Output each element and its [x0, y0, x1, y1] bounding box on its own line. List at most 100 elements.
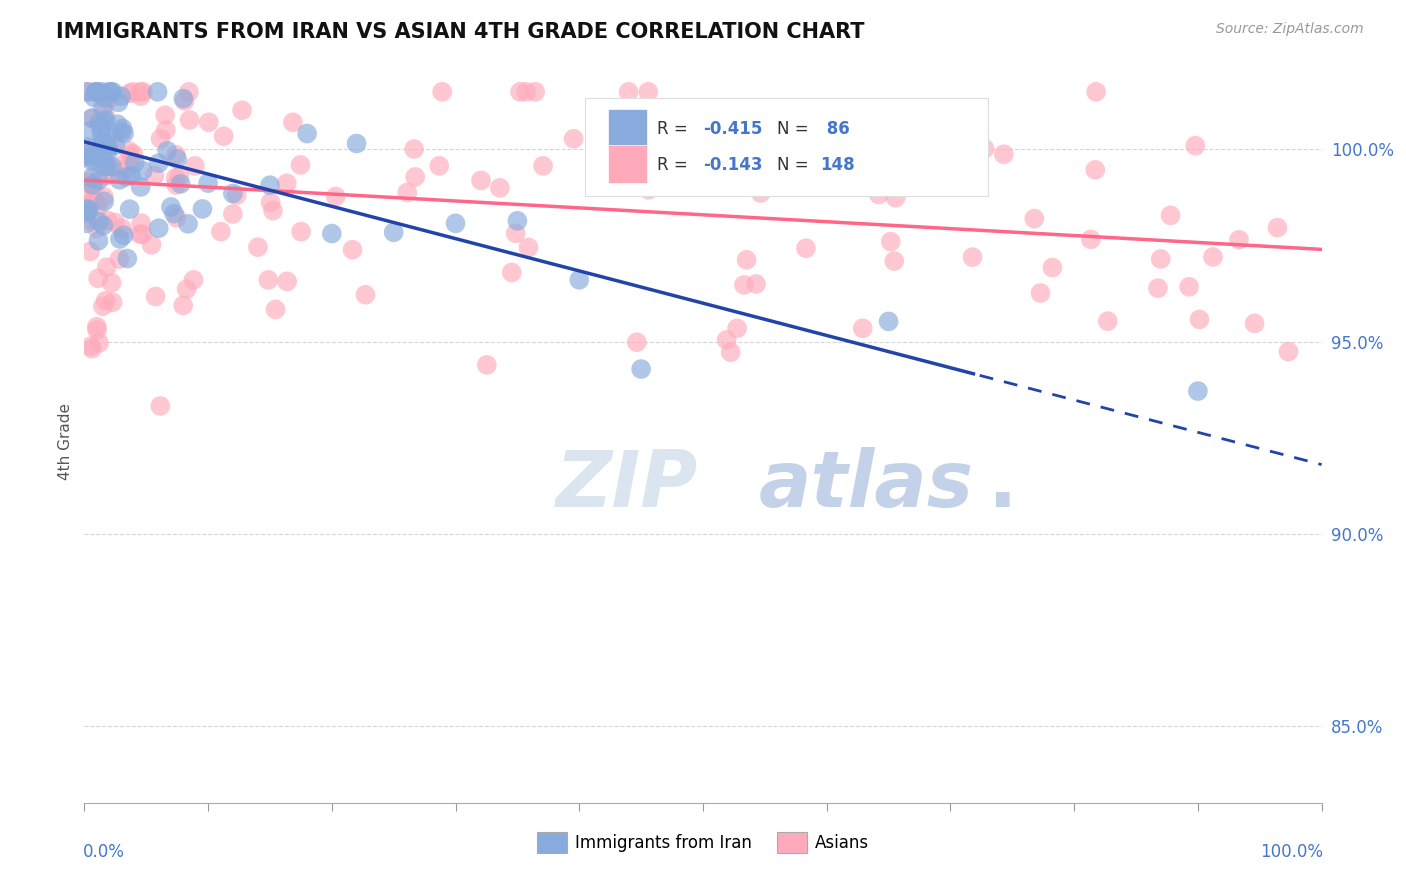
- Point: [515, 85, 537, 99]
- Point: [118, 202, 141, 216]
- Point: [626, 335, 648, 350]
- Point: [325, 189, 347, 203]
- Point: [96, 213, 118, 227]
- Point: [517, 240, 540, 254]
- Point: [79, 244, 101, 259]
- Point: [524, 85, 547, 99]
- Point: [197, 115, 219, 129]
- Point: [1187, 384, 1209, 398]
- Point: [184, 159, 207, 173]
- Text: N =: N =: [778, 120, 814, 137]
- Point: [475, 358, 498, 372]
- Text: 0.0%: 0.0%: [83, 843, 125, 861]
- Point: [97, 85, 120, 99]
- Point: [884, 191, 907, 205]
- Point: [129, 89, 152, 103]
- Point: [262, 203, 284, 218]
- Text: IMMIGRANTS FROM IRAN VS ASIAN 4TH GRADE CORRELATION CHART: IMMIGRANTS FROM IRAN VS ASIAN 4TH GRADE …: [56, 22, 865, 42]
- Point: [104, 138, 127, 153]
- Point: [1202, 250, 1225, 264]
- Point: [80, 170, 103, 185]
- Point: [76, 202, 98, 216]
- Point: [509, 85, 531, 99]
- Point: [877, 314, 900, 328]
- Point: [93, 159, 115, 173]
- Point: [103, 133, 125, 147]
- Text: Source: ZipAtlas.com: Source: ZipAtlas.com: [1216, 22, 1364, 37]
- Point: [124, 156, 146, 170]
- Point: [148, 221, 170, 235]
- Point: [91, 137, 114, 152]
- Point: [735, 252, 758, 267]
- Point: [97, 92, 120, 106]
- Point: [1160, 209, 1182, 223]
- Point: [93, 115, 115, 129]
- Point: [973, 142, 995, 156]
- Point: [93, 194, 115, 209]
- Point: [222, 207, 245, 221]
- Point: [94, 293, 117, 308]
- Point: [169, 169, 191, 183]
- Point: [131, 227, 153, 242]
- Point: [110, 125, 132, 139]
- Point: [173, 94, 195, 108]
- Point: [80, 111, 103, 125]
- Point: [83, 194, 105, 208]
- Point: [76, 177, 98, 191]
- Point: [101, 160, 124, 174]
- Point: [80, 339, 103, 353]
- Point: [264, 302, 287, 317]
- Point: [84, 85, 107, 99]
- Point: [1084, 162, 1107, 177]
- Point: [96, 157, 118, 171]
- Point: [76, 198, 98, 212]
- Point: [101, 167, 124, 181]
- Point: [143, 169, 166, 183]
- Point: [531, 159, 554, 173]
- Point: [156, 144, 179, 158]
- Point: [281, 115, 304, 129]
- Point: [617, 85, 640, 99]
- Point: [141, 237, 163, 252]
- Point: [637, 183, 659, 197]
- Point: [97, 141, 120, 155]
- Point: [129, 216, 152, 230]
- Point: [382, 225, 405, 239]
- Point: [100, 276, 122, 290]
- Point: [101, 295, 124, 310]
- Point: [148, 156, 170, 170]
- Text: -0.143: -0.143: [703, 156, 762, 174]
- Point: [87, 85, 110, 99]
- Point: [107, 95, 129, 110]
- Point: [165, 178, 187, 192]
- Point: [76, 147, 98, 161]
- Point: [83, 153, 105, 167]
- Point: [172, 91, 194, 105]
- Point: [166, 211, 188, 225]
- FancyBboxPatch shape: [607, 109, 647, 147]
- Point: [145, 289, 167, 303]
- Legend: Immigrants from Iran, Asians: Immigrants from Iran, Asians: [530, 826, 876, 860]
- Point: [87, 234, 110, 248]
- FancyBboxPatch shape: [607, 145, 647, 183]
- Point: [101, 85, 124, 99]
- Point: [489, 181, 512, 195]
- Point: [76, 216, 98, 230]
- Point: [880, 235, 903, 249]
- Point: [259, 195, 281, 210]
- Point: [111, 221, 134, 235]
- Point: [354, 287, 377, 301]
- Point: [104, 215, 127, 229]
- Point: [562, 132, 585, 146]
- Point: [117, 252, 139, 266]
- Point: [112, 228, 135, 243]
- Point: [794, 241, 817, 255]
- Point: [160, 200, 183, 214]
- Point: [725, 321, 748, 335]
- Point: [852, 321, 875, 335]
- Point: [1042, 260, 1064, 275]
- Point: [1227, 233, 1250, 247]
- Point: [290, 225, 312, 239]
- Point: [121, 85, 143, 99]
- Point: [231, 103, 253, 118]
